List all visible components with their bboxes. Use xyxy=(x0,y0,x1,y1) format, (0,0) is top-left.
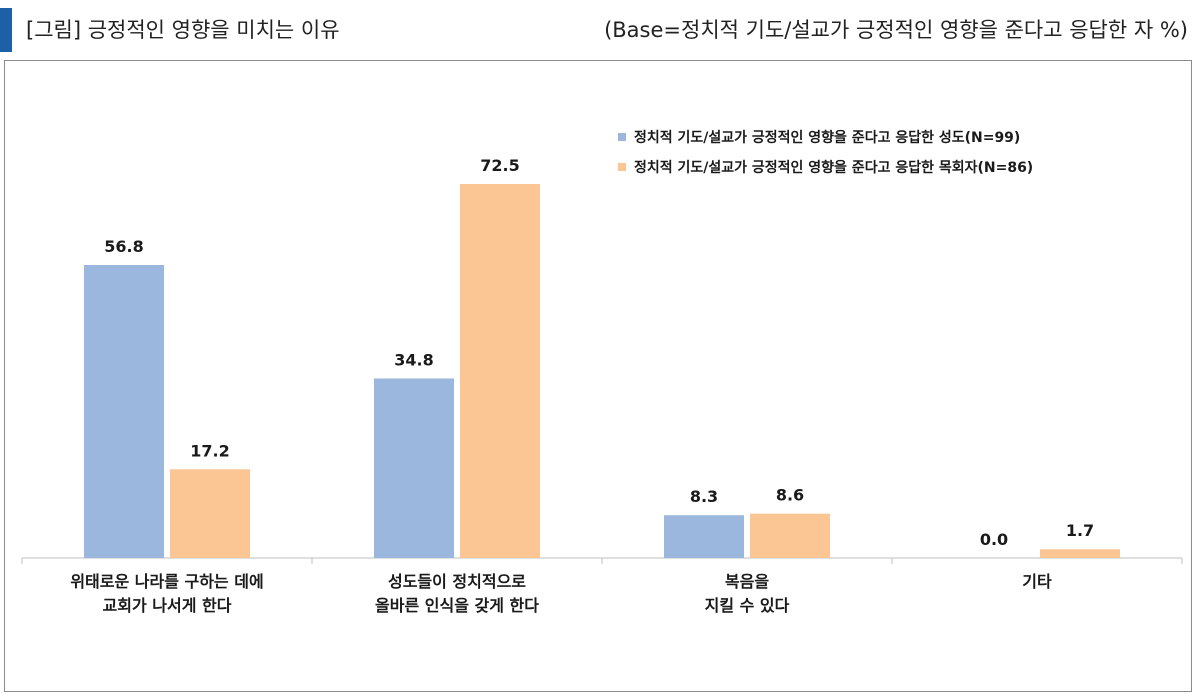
base-note: (Base=정치적 기도/설교가 긍정적인 영향을 준다고 응답한 자 %) xyxy=(604,18,1188,42)
data-label-series-2-category-2: 72.5 xyxy=(480,156,519,175)
bar-series-2-category-4 xyxy=(1040,549,1120,558)
bar-series-1-category-2 xyxy=(374,378,454,558)
bar-series-2-category-1 xyxy=(170,469,250,558)
data-label-series-2-category-1: 17.2 xyxy=(190,441,229,460)
data-label-series-1-category-2: 34.8 xyxy=(394,350,433,369)
bar-series-1-category-3 xyxy=(664,515,744,558)
x-tick-label-category-1-line-2: 교회가 나서게 한다 xyxy=(103,596,232,615)
legend: 정치적 기도/설교가 긍정적인 영향을 준다고 응답한 성도(N=99) 정치적… xyxy=(618,122,1033,182)
data-label-series-2-category-3: 8.6 xyxy=(776,486,804,505)
x-tick-label-category-2-line-1: 성도들이 정치적으로 xyxy=(388,572,526,591)
legend-label-series-2: 정치적 기도/설교가 긍정적인 영향을 준다고 응답한 목회자(N=86) xyxy=(634,160,1034,176)
x-tick-label-category-3-line-1: 복음을 xyxy=(725,572,769,591)
bar-series-1-category-1 xyxy=(84,264,164,558)
data-label-series-1-category-3: 8.3 xyxy=(690,487,718,506)
x-tick-label-category-1-line-1: 위태로운 나라를 구하는 데에 xyxy=(70,572,263,591)
header: [그림] 긍정적인 영향을 미치는 이유 (Base=정치적 기도/설교가 긍정… xyxy=(0,0,1198,56)
chart-frame xyxy=(4,60,1192,692)
page-title: [그림] 긍정적인 영향을 미치는 이유 xyxy=(26,18,340,42)
legend-item-series-1: 정치적 기도/설교가 긍정적인 영향을 준다고 응답한 성도(N=99) xyxy=(618,122,1033,152)
x-tick-label-category-3-line-2: 지킬 수 있다 xyxy=(705,596,790,615)
bar-series-2-category-3 xyxy=(750,513,830,558)
legend-swatch-series-2 xyxy=(618,163,626,171)
data-label-series-1-category-4: 0.0 xyxy=(980,530,1008,549)
x-tick-label-category-4-line-1: 기타 xyxy=(1022,572,1052,591)
data-label-series-2-category-4: 1.7 xyxy=(1066,521,1094,540)
legend-label-series-1: 정치적 기도/설교가 긍정적인 영향을 준다고 응답한 성도(N=99) xyxy=(634,130,1021,146)
legend-item-series-2: 정치적 기도/설교가 긍정적인 영향을 준다고 응답한 목회자(N=86) xyxy=(618,152,1033,182)
legend-swatch-series-1 xyxy=(618,133,626,141)
title-accent-bar xyxy=(0,8,12,52)
data-label-series-1-category-1: 56.8 xyxy=(104,237,143,256)
x-tick-label-category-2-line-2: 올바른 인식을 갖게 한다 xyxy=(375,596,539,615)
bar-series-2-category-2 xyxy=(460,184,540,558)
